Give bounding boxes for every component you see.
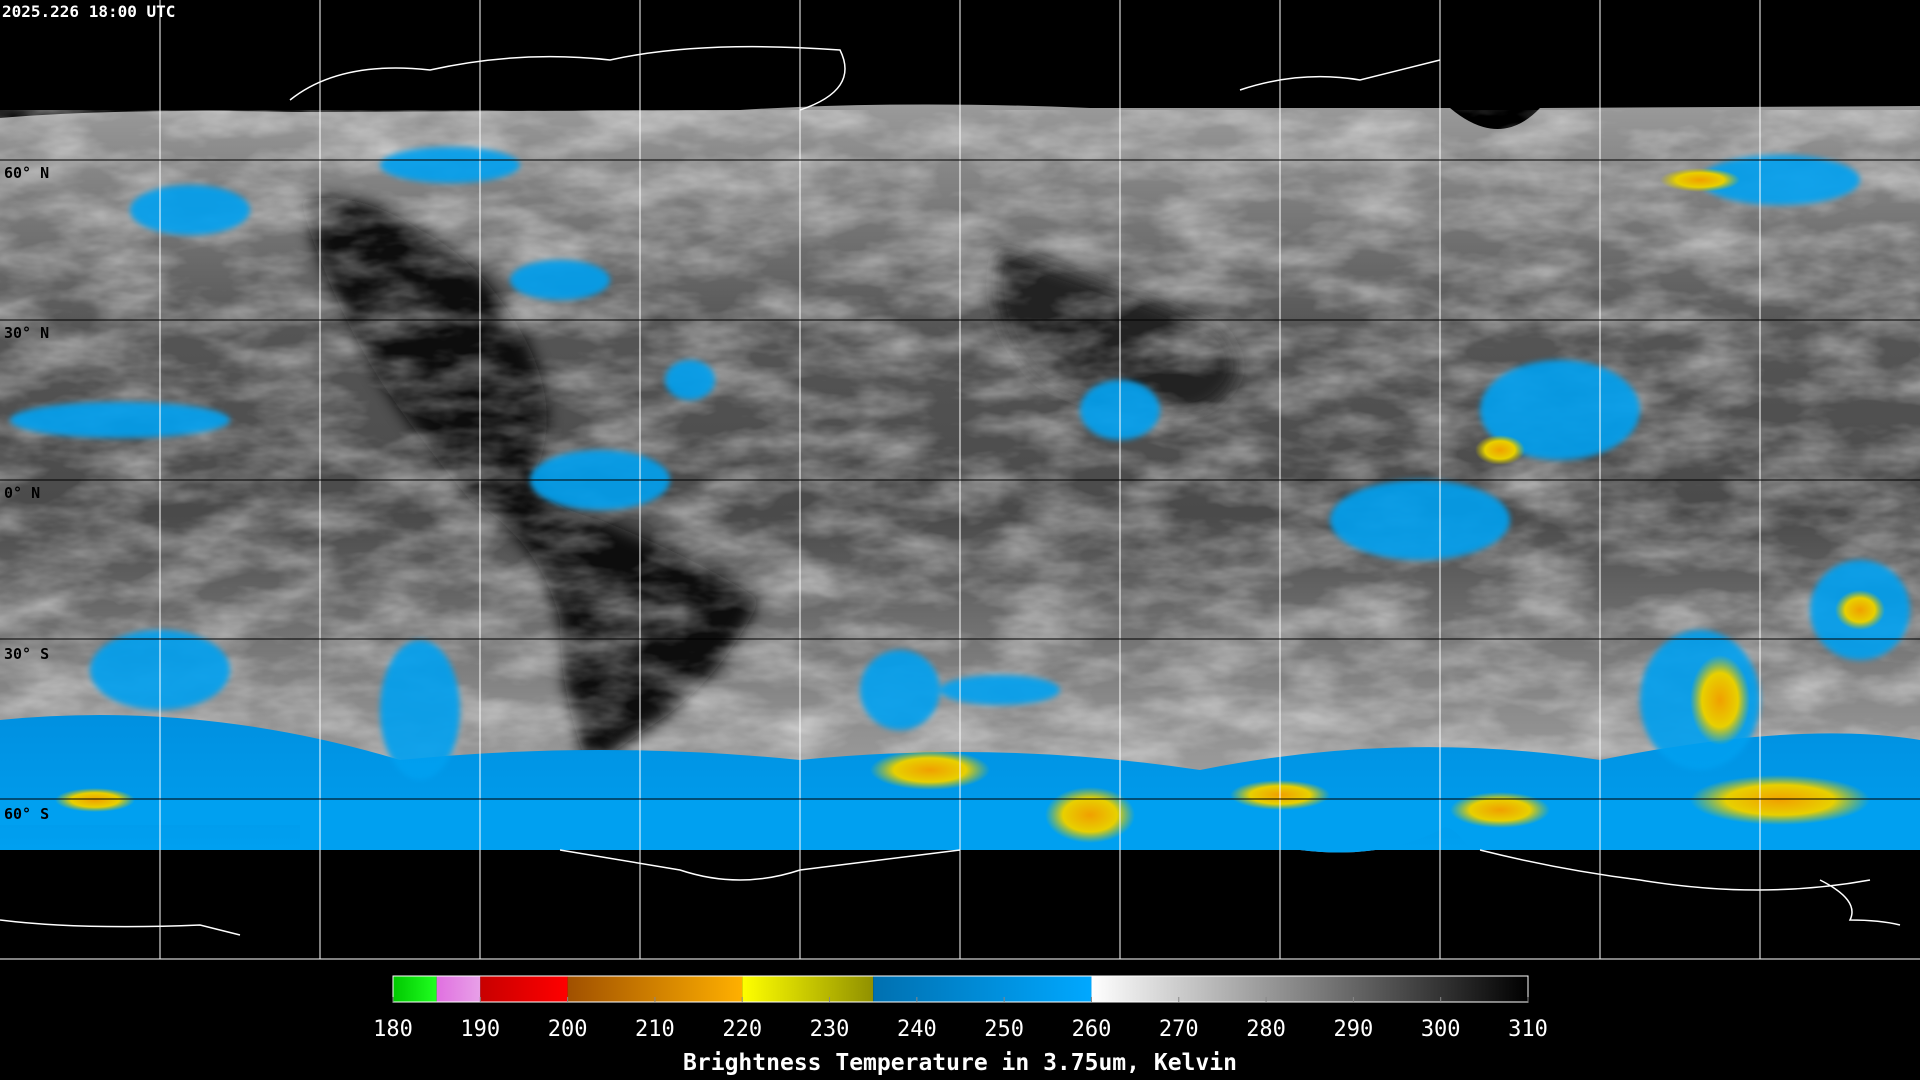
- colorbar-segment: [1091, 976, 1528, 1002]
- colorbar-tick-label: 210: [635, 1017, 675, 1042]
- colorbar-tick-label: 230: [810, 1017, 850, 1042]
- cold-cores: [55, 168, 1885, 843]
- graticule: [0, 159, 1920, 800]
- colorbar-tick-label: 300: [1421, 1017, 1461, 1042]
- colorbar-tick-label: 240: [897, 1017, 937, 1042]
- colorbar-frame: [392, 975, 1529, 1003]
- colorbar-segment: [873, 976, 1092, 1002]
- colorbar-segment: [480, 976, 568, 1002]
- colorbar-tick-label: 200: [548, 1017, 588, 1042]
- lat-label: 30° S: [4, 645, 49, 663]
- colorbar-tick-label: 190: [460, 1017, 500, 1042]
- colorbar-tick-label: 290: [1334, 1017, 1374, 1042]
- colorbar-tick-label: 250: [984, 1017, 1024, 1042]
- colorbar-tick-label: 280: [1246, 1017, 1286, 1042]
- colorbar-tick-label: 260: [1072, 1017, 1112, 1042]
- colorbar-segment: [742, 976, 874, 1002]
- colorbar-tick-label: 270: [1159, 1017, 1199, 1042]
- lat-label: 0° N: [4, 484, 40, 502]
- colorbar: 180 190 200 210 220 230 240 250 260 270 280 290 300 3…: [373, 975, 1548, 1042]
- colorbar-tick-label: 220: [722, 1017, 762, 1042]
- colorbar-tick-label: 180: [373, 1017, 413, 1042]
- lat-label: 60° N: [4, 164, 49, 182]
- colorbar-label: Brightness Temperature in 3.75um, Kelvin: [683, 1050, 1237, 1076]
- lat-label: 30° N: [4, 324, 49, 342]
- timestamp: 2025.226 18:00 UTC: [2, 2, 175, 21]
- lat-label: 60° S: [4, 805, 49, 823]
- colorbar-segment: [393, 976, 437, 1002]
- colorbar-segment: [436, 976, 481, 1002]
- colorbar-tick-label: 310: [1508, 1017, 1548, 1042]
- coastlines: [0, 45, 1901, 936]
